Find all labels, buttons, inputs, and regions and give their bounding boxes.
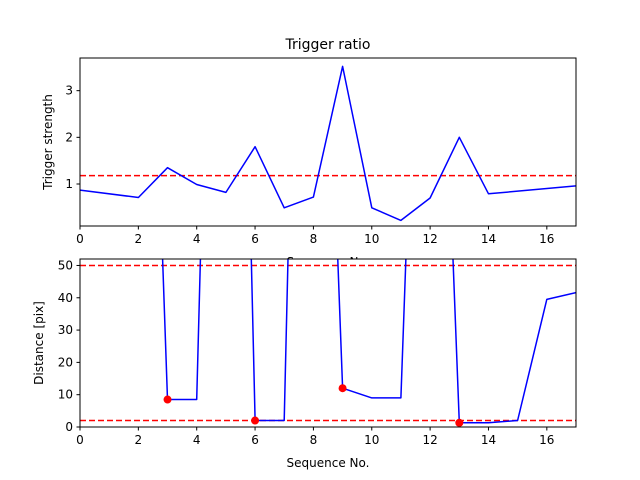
y-axis-label: Trigger strength	[41, 94, 55, 191]
x-tick-label: 0	[76, 232, 84, 246]
x-tick-label: 8	[310, 232, 318, 246]
data-point	[338, 384, 347, 393]
x-tick-label: 8	[310, 433, 318, 447]
x-tick-label: 4	[193, 433, 201, 447]
x-tick-label: 2	[135, 433, 143, 447]
data-point	[251, 416, 260, 425]
y-ticks: 0 10 20 30 40 50	[58, 258, 80, 434]
x-tick-label: 10	[364, 232, 379, 246]
distance-plot: 0 2 4 6 8 10 12 14 16 0 10 20 30 40 50 Sequence No. D…	[32, 258, 577, 470]
x-tick-label: 0	[76, 433, 84, 447]
y-tick-label: 40	[58, 291, 73, 305]
y-tick-label: 20	[58, 355, 73, 369]
x-tick-label: 16	[539, 232, 554, 246]
y-tick-label: 30	[58, 323, 73, 337]
y-tick-label: 0	[65, 420, 73, 434]
x-tick-label: 6	[251, 232, 259, 246]
series-lines	[80, 65, 576, 222]
plot-background	[80, 259, 576, 427]
x-tick-label: 14	[481, 232, 496, 246]
y-ticks: 1 2 3	[65, 84, 80, 191]
chart-title: Trigger ratio	[284, 37, 370, 53]
y-tick-label: 1	[65, 177, 73, 191]
x-tick-label: 10	[364, 433, 379, 447]
x-ticks: 0 2 4 6 8 10 12 14 16	[76, 427, 554, 447]
data-point	[455, 418, 464, 427]
x-tick-label: 2	[135, 232, 143, 246]
plot-frame	[79, 258, 577, 428]
marker-points	[163, 384, 464, 427]
x-axis-label: Sequence No.	[287, 456, 370, 470]
x-tick-label: 14	[481, 433, 496, 447]
x-tick-label: 16	[539, 433, 554, 447]
x-tick-label: 6	[251, 433, 259, 447]
series-line	[80, 65, 576, 222]
x-tick-label: 12	[422, 433, 437, 447]
y-tick-label: 10	[58, 388, 73, 402]
y-axis-label: Distance [pix]	[32, 301, 46, 385]
x-tick-label: 12	[422, 232, 437, 246]
x-tick-label: 4	[193, 232, 201, 246]
y-tick-label: 3	[65, 84, 73, 98]
y-tick-label: 2	[65, 130, 73, 144]
y-tick-label: 50	[58, 258, 73, 272]
x-ticks: 0 2 4 6 8 10 12 14 16	[76, 226, 554, 246]
plot-frame	[79, 57, 577, 227]
data-point	[163, 395, 172, 404]
